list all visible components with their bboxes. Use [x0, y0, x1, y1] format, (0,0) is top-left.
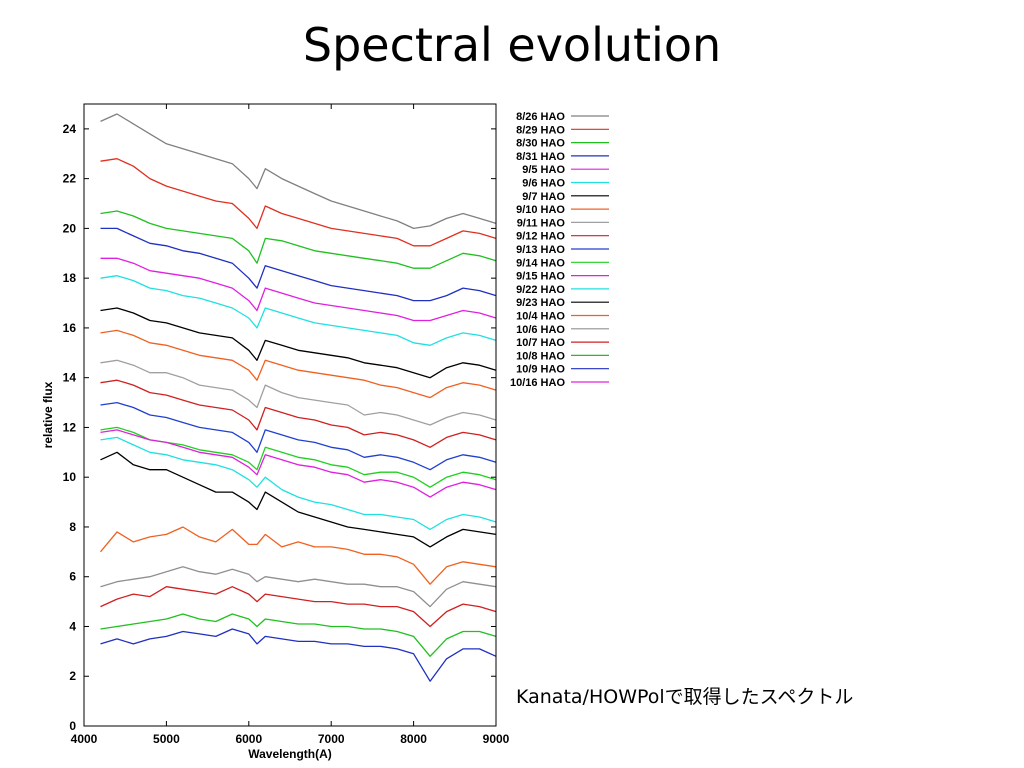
series-line [100, 307, 497, 379]
legend-label: 10/9 HAO [516, 364, 565, 376]
x-axis-label: Wavelength(A) [248, 747, 332, 761]
y-tick-label: 22 [63, 172, 77, 186]
legend-label: 10/7 HAO [516, 337, 565, 349]
y-axis-label: relative flux [41, 381, 55, 448]
legend-label: 9/5 HAO [522, 164, 565, 176]
y-tick-label: 16 [63, 321, 77, 335]
series-line [100, 379, 497, 448]
legend-label: 9/11 HAO [517, 217, 566, 229]
series-layer [99, 113, 497, 682]
series-line [100, 158, 497, 247]
series-line [100, 329, 497, 399]
series-line [100, 210, 497, 269]
series-line [100, 359, 497, 426]
series-line [100, 113, 497, 230]
y-tick-label: 0 [69, 719, 76, 733]
series-line [100, 566, 497, 608]
y-tick-label: 14 [63, 371, 77, 385]
series-line [100, 426, 497, 488]
y-tick-label: 12 [63, 420, 77, 434]
x-tick-label: 9000 [483, 732, 510, 746]
series-line [100, 401, 497, 471]
series-line [100, 275, 497, 346]
series-line [100, 586, 497, 628]
y-tick-label: 10 [63, 470, 77, 484]
series-line [99, 526, 497, 585]
x-tick-label: 6000 [235, 732, 262, 746]
caption: Kanata/HOWPolで取得したスペクトル [516, 686, 854, 708]
x-tick-label: 5000 [153, 732, 180, 746]
x-tick-label: 7000 [318, 732, 345, 746]
legend-label: 10/6 HAO [516, 324, 565, 336]
y-tick-label: 2 [69, 669, 76, 683]
legend-label: 9/13 HAO [516, 244, 565, 256]
y-tick-label: 8 [69, 520, 76, 534]
x-tick-label: 4000 [71, 732, 98, 746]
plot-frame [83, 103, 497, 727]
y-tick-label: 18 [63, 271, 77, 285]
legend-label: 8/30 HAO [516, 138, 565, 150]
legend-label: 9/14 HAO [516, 257, 565, 269]
series-line [100, 451, 497, 548]
legend-label: 8/26 HAO [516, 111, 565, 123]
series-line [100, 628, 497, 682]
series-line [100, 227, 497, 302]
ticks-layer: 4000 5000 6000 7000 8000 90000246810121416182… [63, 104, 510, 746]
legend-label: 9/22 HAO [516, 284, 565, 296]
y-tick-label: 24 [63, 122, 77, 136]
legend-label: 9/12 HAO [516, 231, 565, 243]
legend-label: 9/15 HAO [516, 271, 565, 283]
series-line [100, 429, 497, 498]
series-line [100, 257, 497, 322]
x-tick-label: 8000 [400, 732, 427, 746]
legend-label: 10/16 HAO [510, 377, 565, 389]
legend-label: 9/6 HAO [522, 178, 565, 190]
slide-title: Spectral evolution [302, 18, 722, 72]
y-tick-label: 4 [69, 619, 76, 633]
series-line [100, 436, 497, 531]
legend-label: 9/10 HAO [516, 204, 565, 216]
legend-label: 9/23 HAO [516, 297, 565, 309]
y-tick-label: 6 [69, 570, 76, 584]
legend-label: 10/8 HAO [516, 350, 565, 362]
y-tick-label: 20 [63, 221, 77, 235]
legend-label: 9/7 HAO [522, 191, 565, 203]
series-line [100, 613, 497, 657]
legend-label: 8/29 HAO [516, 124, 565, 136]
legend-label: 10/4 HAO [516, 311, 565, 323]
legend-label: 8/31 HAO [516, 151, 565, 163]
